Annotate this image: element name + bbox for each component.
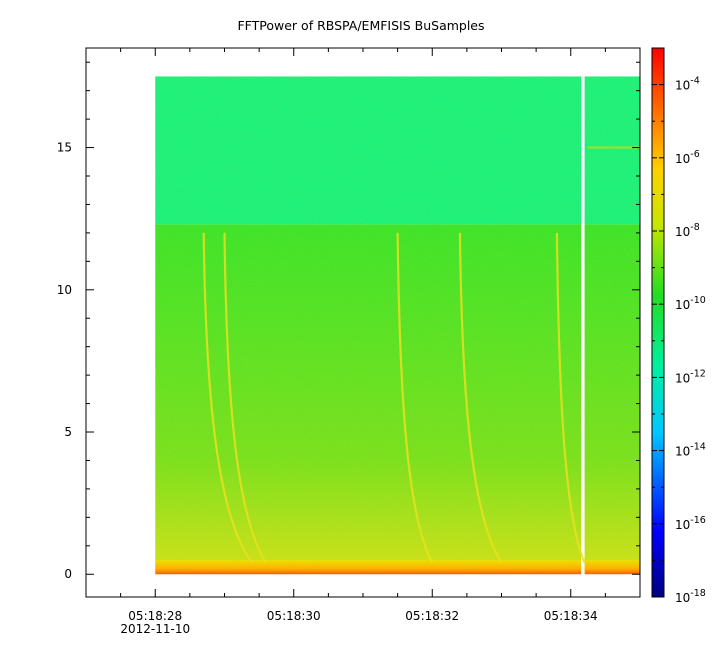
whistler-trace [396,232,434,564]
colorbar-tick-label: 10-14 [675,442,706,459]
colorbar-tick-label: 10-4 [675,76,700,93]
x-tick-date: 2012-11-10 [120,622,190,636]
y-tick-label: 0 [64,567,72,581]
chart-title: FFTPower of RBSPA/EMFISIS BuSamples [237,18,484,33]
whistler-trace [458,232,503,564]
colorbar [651,47,665,598]
whistler-trace [202,232,254,564]
colorbar-tick-label: 10-16 [675,515,706,532]
colorbar-tick-label: 10-18 [675,588,706,605]
whistler-traces [202,232,586,564]
whistler-trace [223,232,267,564]
y-axis: 0 5 10 15 [57,61,640,581]
x-tick-label: 05:18:30 [267,609,321,623]
y-tick-label: 10 [57,283,72,297]
x-tick-label: 05:18:28 [128,609,182,623]
colorbar-axis: 10-4 10-6 10-8 10-10 10-12 10-14 10-16 10-18 [652,47,706,605]
spectrogram-image [155,75,640,576]
x-tick-label: 05:18:32 [405,609,459,623]
spectrogram-noise [155,76,640,575]
colorbar-tick-label: 10-12 [675,368,706,385]
y-tick-label: 15 [57,141,72,155]
whistler-trace [555,232,586,564]
colorbar-tick-label: 10-6 [675,149,700,166]
colorbar-tick-label: 10-8 [675,222,700,239]
colorbar-tick-label: 10-10 [675,295,706,312]
data-gap [581,75,585,576]
y-tick-label: 5 [64,425,72,439]
x-tick-label: 05:18:34 [544,609,598,623]
